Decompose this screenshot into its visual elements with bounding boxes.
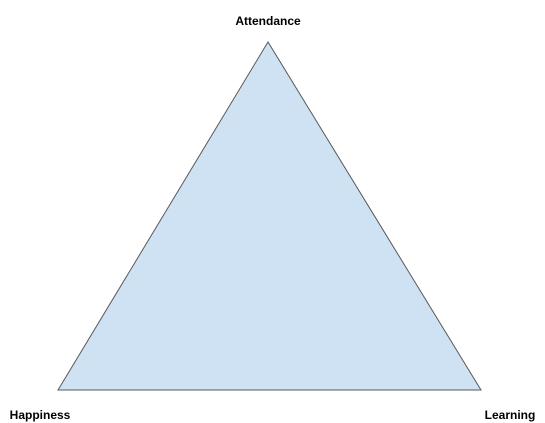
node-label: Happiness: [10, 408, 71, 422]
node-label: Learning: [485, 408, 536, 422]
triangle: [57, 41, 482, 391]
node-label: Attendance: [235, 14, 301, 28]
